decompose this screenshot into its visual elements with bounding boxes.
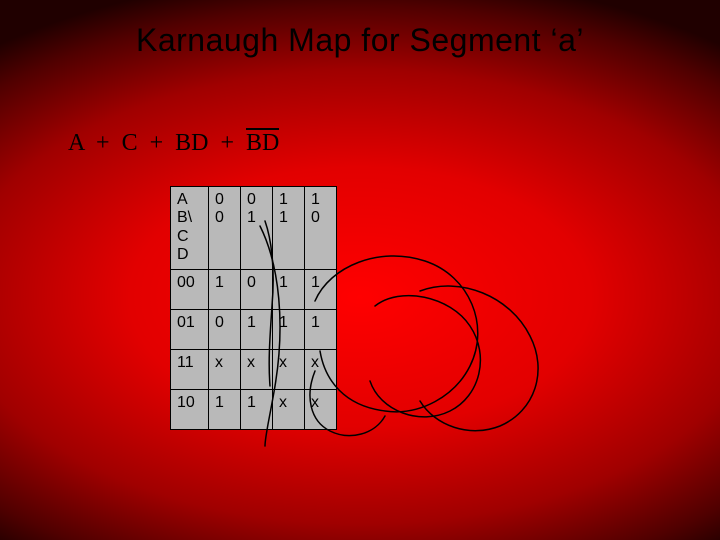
table-row: 00 1 0 1 1 xyxy=(171,269,337,309)
table-row: 11 x x x x xyxy=(171,349,337,389)
table-row: 10 1 1 x x xyxy=(171,389,337,429)
cell: x xyxy=(305,349,337,389)
cell: 1 xyxy=(273,269,305,309)
cell: 1 xyxy=(241,309,273,349)
table-row: 01 0 1 1 1 xyxy=(171,309,337,349)
term-bd: BD xyxy=(175,130,208,156)
cell: 1 xyxy=(273,309,305,349)
cell: x xyxy=(273,389,305,429)
term-bd-bar: BD xyxy=(246,130,279,157)
boolean-expression: A + C + BD + BD xyxy=(68,130,279,157)
term-a: A xyxy=(68,130,84,156)
cell: 0 xyxy=(209,309,241,349)
page-title: Karnaugh Map for Segment ‘a’ xyxy=(0,22,720,59)
cell: x xyxy=(209,349,241,389)
cell: 1 xyxy=(305,309,337,349)
cell: 1 xyxy=(209,269,241,309)
term-c: C xyxy=(122,130,138,156)
cell: x xyxy=(273,349,305,389)
cell: 1 xyxy=(209,389,241,429)
col-header: 1 1 xyxy=(273,187,305,270)
background xyxy=(0,0,720,540)
header-row: A B\ C D 0 0 0 1 1 1 1 0 xyxy=(171,187,337,270)
cell: 1 xyxy=(305,269,337,309)
operator: + xyxy=(90,130,116,156)
row-header: 10 xyxy=(171,389,209,429)
col-header: 1 0 xyxy=(305,187,337,270)
row-header: 00 xyxy=(171,269,209,309)
cell: x xyxy=(305,389,337,429)
operator: + xyxy=(214,130,240,156)
karnaugh-map: A B\ C D 0 0 0 1 1 1 1 0 00 1 0 1 1 01 0… xyxy=(170,186,337,430)
cell: 1 xyxy=(241,389,273,429)
col-header: 0 1 xyxy=(241,187,273,270)
cell: 0 xyxy=(241,269,273,309)
col-header: 0 0 xyxy=(209,187,241,270)
operator: + xyxy=(144,130,170,156)
row-header: 11 xyxy=(171,349,209,389)
corner-label: A B\ C D xyxy=(171,187,209,270)
cell: x xyxy=(241,349,273,389)
row-header: 01 xyxy=(171,309,209,349)
